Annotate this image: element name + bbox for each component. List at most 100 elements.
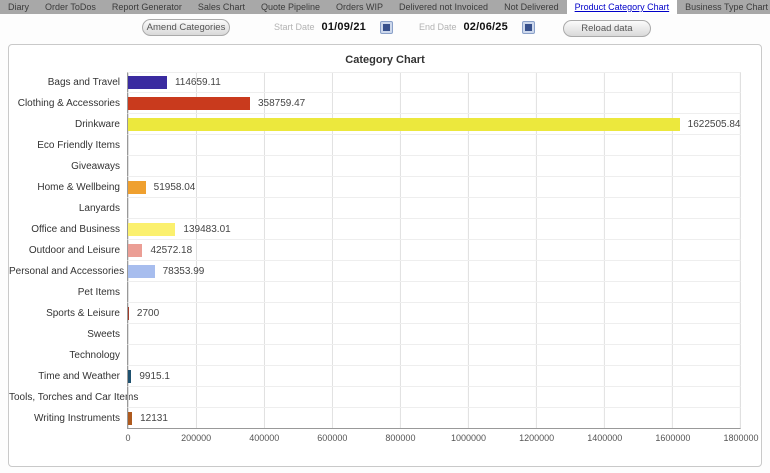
category-label: Clothing & Accessories: [17, 98, 120, 109]
plot-cell: 9915.1: [127, 366, 741, 387]
chart-row-bags-and-travel: Bags and Travel 114659.11: [9, 72, 741, 93]
category-label: Drinkware: [74, 119, 120, 130]
chart-row-pet-items: Pet Items: [9, 282, 741, 303]
tab-orders-wip[interactable]: Orders WIP: [336, 2, 384, 12]
chart-rows: Bags and Travel 114659.11 Clothing & Acces…: [9, 72, 741, 429]
x-tick-label: 800000: [385, 433, 416, 443]
amend-categories-button[interactable]: Amend Categories: [142, 18, 230, 36]
plot-cell: 51958.04: [127, 177, 741, 198]
bar-value-label: 12131: [140, 412, 168, 424]
toolbar: Amend Categories Start Date 01/09/21 End…: [0, 14, 770, 40]
plot-cell: [127, 387, 741, 408]
reload-data-button[interactable]: Reload data: [562, 19, 651, 37]
category-label: Technology: [69, 350, 120, 361]
bar-value-label: 139483.01: [183, 223, 231, 235]
plot-cell: 358759.47: [127, 93, 741, 114]
bar-sports-leisure: [128, 306, 129, 320]
start-date-label: Start Date: [274, 22, 315, 32]
bar-value-label: 114659.11: [174, 77, 221, 88]
chart-row-time-and-weather: Time and Weather 9915.1: [9, 366, 741, 387]
category-label: Pet Items: [77, 287, 120, 298]
x-tick-label: 1000000: [451, 433, 487, 443]
bar-bags-and-travel: [128, 76, 167, 89]
tab-report-generator[interactable]: Report Generator: [111, 2, 182, 12]
bar-clothing-accessories: [128, 96, 250, 110]
plot-cell: 1622505.84: [127, 114, 741, 135]
category-label: Outdoor and Leisure: [28, 245, 120, 256]
plot-cell: 78353.99: [127, 261, 741, 282]
bar-value-label: 42572.18: [150, 244, 193, 256]
tab-product-category-chart[interactable]: Product Category Chart: [566, 0, 678, 14]
end-date-field[interactable]: 02/06/25: [463, 21, 508, 33]
chart-row-tools-torches-and-car-items: Tools, Torches and Car Items: [9, 387, 741, 408]
tab-business-type-chart[interactable]: Business Type Chart: [685, 2, 769, 12]
chart-row-eco-friendly-items: Eco Friendly Items: [9, 135, 741, 156]
chart-row-writing-instruments: Writing Instruments 12131: [9, 408, 741, 429]
x-tick-label: 400000: [249, 433, 280, 443]
x-tick-label: 0: [125, 433, 131, 443]
chart-row-home-wellbeing: Home & Wellbeing 51958.04: [9, 177, 741, 198]
bar-home-wellbeing: [128, 180, 146, 194]
chart-title: Category Chart: [345, 54, 425, 66]
bar-outdoor-and-leisure: [128, 243, 143, 257]
x-tick-label: 1600000: [655, 433, 691, 443]
bar-value-label: 2700: [136, 307, 160, 319]
category-label: Office and Business: [31, 224, 120, 235]
plot-cell: [127, 135, 741, 156]
category-label: Bags and Travel: [47, 77, 120, 88]
chart-row-outdoor-and-leisure: Outdoor and Leisure 42572.18: [9, 240, 741, 261]
chart-row-personal-and-accessories: Personal and Accessories 78353.99: [9, 261, 741, 282]
plot-cell: 139483.01: [127, 219, 741, 240]
bar-writing-instruments: [128, 411, 133, 425]
category-label: Sweets: [87, 329, 120, 340]
chart-row-sweets: Sweets: [9, 324, 741, 345]
plot-cell: 2700: [127, 303, 741, 324]
tab-not-delivered[interactable]: Not Delivered: [504, 2, 559, 12]
bar-drinkware: [128, 117, 680, 131]
bar-value-label: 1622505.84: [687, 118, 741, 130]
chart-row-lanyards: Lanyards: [9, 198, 741, 219]
chart-row-sports-leisure: Sports & Leisure 2700: [9, 303, 741, 324]
x-tick-label: 600000: [317, 433, 348, 443]
bar-value-label: 78353.99: [162, 265, 205, 277]
category-label: Home & Wellbeing: [37, 182, 120, 193]
x-axis: 0 200000 400000 600000 800000 1000000 1200000 1…: [125, 429, 758, 445]
bar-time-and-weather: [128, 369, 132, 383]
plot-cell: 12131: [127, 408, 741, 429]
tab-bar: Diary Order ToDos Report Generator Sales Ch…: [0, 0, 770, 14]
category-label: Time and Weather: [38, 371, 120, 382]
tab-delivered-not-invoiced[interactable]: Delivered not Invoiced: [399, 2, 489, 12]
chart-row-clothing-accessories: Clothing & Accessories 358759.47: [9, 93, 741, 114]
tab-sales-chart[interactable]: Sales Chart: [197, 2, 245, 12]
x-tick-label: 1200000: [519, 433, 555, 443]
plot-cell: [127, 198, 741, 219]
x-tick-label: 1800000: [723, 433, 759, 443]
category-label: Eco Friendly Items: [37, 140, 120, 151]
plot-cell: [127, 156, 741, 177]
tab-diary[interactable]: Diary: [8, 2, 30, 12]
tab-order-todos[interactable]: Order ToDos: [45, 2, 96, 12]
chart-row-office-and-business: Office and Business 139483.01: [9, 219, 741, 240]
end-date-calendar-icon[interactable]: [521, 20, 535, 34]
category-label: Sports & Leisure: [46, 308, 120, 319]
category-label: Tools, Torches and Car Items: [9, 392, 139, 403]
plot-cell: [127, 345, 741, 366]
plot-cell: 114659.11: [127, 72, 741, 93]
start-date-field[interactable]: 01/09/21: [321, 21, 366, 33]
plot-cell: [127, 282, 741, 303]
bar-office-and-business: [128, 222, 176, 236]
category-label: Writing Instruments: [34, 413, 120, 424]
bar-value-label: 358759.47: [257, 97, 306, 109]
category-label: Personal and Accessories: [9, 266, 125, 277]
x-tick-label: 1400000: [587, 433, 623, 443]
tab-quote-pipeline[interactable]: Quote Pipeline: [260, 2, 320, 12]
chart-row-giveaways: Giveaways: [9, 156, 741, 177]
plot-cell: [127, 324, 741, 345]
x-tick-label: 200000: [181, 433, 212, 443]
bar-value-label: 51958.04: [153, 181, 196, 193]
category-label: Giveaways: [71, 161, 120, 172]
start-date-calendar-icon[interactable]: [379, 20, 393, 34]
bar-value-label: 9915.1: [139, 370, 170, 382]
chart-row-drinkware: Drinkware 1622505.84: [9, 114, 741, 135]
category-label: Lanyards: [78, 203, 120, 214]
